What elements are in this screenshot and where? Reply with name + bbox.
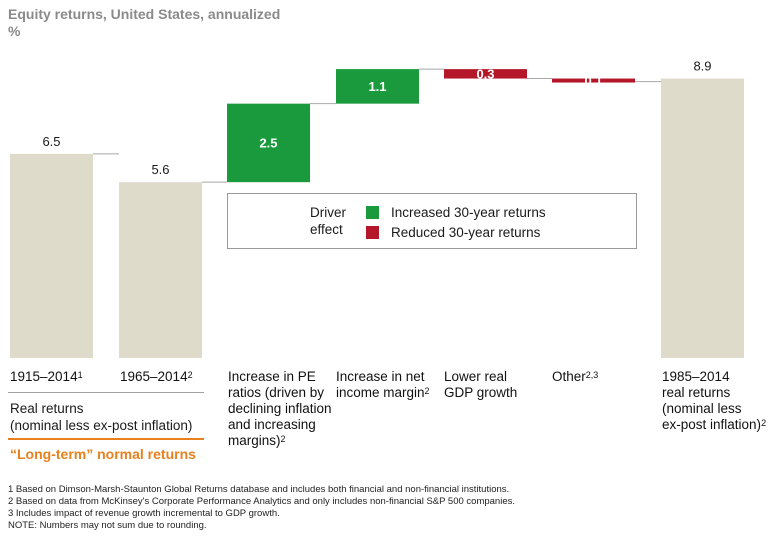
group-divider-orange <box>8 438 204 440</box>
bar-value-label-1: 6.5 <box>42 134 60 149</box>
legend-swatch-increase <box>366 206 379 219</box>
bar-value-label-6: 0.1 <box>584 73 602 88</box>
footnote-2: 2 Based on data from McKinsey's Corporat… <box>8 496 515 507</box>
bar-value-label-4: 1.1 <box>368 79 386 94</box>
legend-title: Driver effect <box>310 205 346 237</box>
category-label-pe-ratios: Increase in PE ratios (driven by declini… <box>228 369 332 448</box>
category-label-net-income-margin: Increase in net income margin2 <box>336 369 430 400</box>
chart-title: Equity returns, United States, annualize… <box>8 6 281 22</box>
bar-2 <box>119 182 202 358</box>
bar-3 <box>227 103 310 183</box>
bar-7 <box>661 78 744 358</box>
category-label-1985-2014: 1985–2014 real returns (nominal less ex-… <box>662 369 767 432</box>
legend: Driver effect Increased 30-year returns … <box>227 193 637 249</box>
footnotes: 1 Based on Dimson-Marsh-Staunton Global … <box>8 484 515 532</box>
bar-value-label-5: 0.3 <box>476 66 494 81</box>
long-term-normal-returns-label: “Long-term” normal returns <box>10 446 196 462</box>
group-divider-gray <box>8 392 204 393</box>
chart-unit: % <box>8 23 21 39</box>
legend-item-increase: Increased 30-year returns <box>366 204 546 221</box>
category-label-gdp-growth: Lower real GDP growth <box>444 369 518 400</box>
category-label-other: Other2,3 <box>552 369 599 384</box>
footnote-1: 1 Based on Dimson-Marsh-Staunton Global … <box>8 484 510 495</box>
legend-swatch-decrease <box>366 226 379 239</box>
real-returns-group-label: Real returns (nominal less ex-post infla… <box>10 401 193 433</box>
bar-value-label-7: 8.9 <box>693 59 711 74</box>
category-label-1965-2014: 1965–20142 <box>120 369 193 384</box>
bar-1 <box>10 153 93 358</box>
legend-item-decrease: Reduced 30-year returns <box>366 224 540 241</box>
footnote-3: 3 Includes impact of revenue growth incr… <box>8 508 280 519</box>
category-label-1915-2014: 1915–20141 <box>10 369 83 384</box>
bar-6 <box>552 78 635 83</box>
bar-value-label-3: 2.5 <box>259 135 277 150</box>
footnote-note: NOTE: Numbers may not sum due to roundin… <box>8 520 207 531</box>
bar-5 <box>444 69 527 79</box>
bar-value-label-2: 5.6 <box>151 162 169 177</box>
bar-4 <box>336 69 419 104</box>
